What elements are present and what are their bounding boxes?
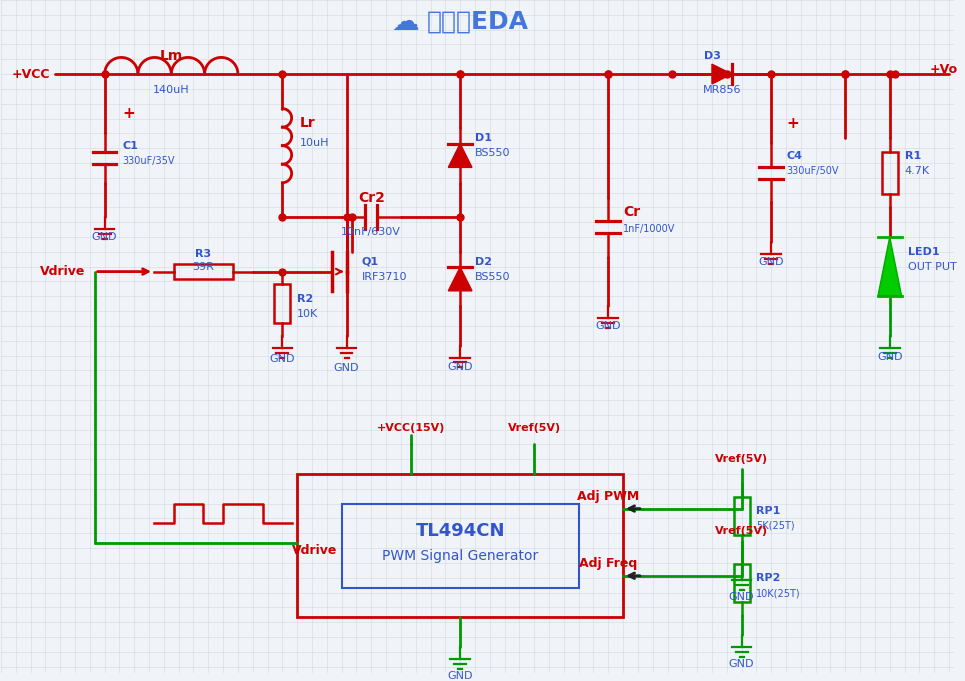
- Text: Vdrive: Vdrive: [40, 265, 85, 278]
- Text: Lr: Lr: [300, 116, 316, 131]
- Text: 140uH: 140uH: [153, 85, 189, 95]
- Text: GND: GND: [92, 232, 118, 242]
- Text: C4: C4: [786, 151, 802, 161]
- Text: GND: GND: [269, 353, 295, 364]
- Text: ☁: ☁: [392, 7, 420, 35]
- Text: D2: D2: [475, 257, 492, 267]
- Text: 1nF/1000V: 1nF/1000V: [623, 224, 675, 234]
- Text: Vdrive: Vdrive: [292, 544, 338, 557]
- Text: +VCC(15V): +VCC(15V): [376, 422, 445, 432]
- Text: R2: R2: [297, 294, 314, 304]
- Text: 4.7K: 4.7K: [904, 166, 929, 176]
- Polygon shape: [878, 237, 901, 296]
- Text: BS550: BS550: [475, 148, 510, 158]
- Text: GND: GND: [448, 362, 473, 373]
- Text: GND: GND: [729, 592, 755, 601]
- Text: Adj PWM: Adj PWM: [577, 490, 640, 503]
- Text: MR856: MR856: [703, 85, 741, 95]
- Text: 10K(25T): 10K(25T): [757, 588, 801, 598]
- Text: +Vo: +Vo: [929, 63, 957, 76]
- Text: BS550: BS550: [475, 272, 510, 281]
- Text: 10K: 10K: [297, 308, 318, 319]
- Text: D3: D3: [703, 51, 721, 61]
- Text: 39R: 39R: [192, 262, 214, 272]
- Text: GND: GND: [758, 257, 784, 267]
- Text: 嘉立创EDA: 嘉立创EDA: [427, 10, 529, 34]
- Text: GND: GND: [595, 321, 621, 331]
- Text: GND: GND: [334, 364, 359, 373]
- Text: TL494CN: TL494CN: [415, 522, 505, 540]
- Text: Vref(5V): Vref(5V): [715, 526, 768, 536]
- Text: 10uH: 10uH: [300, 138, 330, 148]
- Text: 5K(25T): 5K(25T): [757, 521, 795, 531]
- Text: LED1: LED1: [907, 247, 939, 257]
- Text: Cr: Cr: [623, 206, 640, 219]
- Text: +: +: [123, 106, 135, 121]
- Text: Cr2: Cr2: [358, 191, 385, 204]
- Text: C1: C1: [123, 141, 138, 151]
- Text: Adj Freq: Adj Freq: [579, 558, 638, 571]
- Text: 330uF/35V: 330uF/35V: [123, 156, 175, 166]
- Text: 10nF/630V: 10nF/630V: [342, 227, 401, 237]
- Text: GND: GND: [448, 671, 473, 680]
- Text: PWM Signal Generator: PWM Signal Generator: [382, 548, 538, 563]
- Text: +: +: [786, 116, 799, 131]
- Text: GND: GND: [729, 659, 755, 669]
- Text: Q1: Q1: [361, 257, 378, 267]
- Polygon shape: [449, 144, 472, 168]
- Text: RP2: RP2: [757, 573, 781, 583]
- Text: R1: R1: [904, 151, 921, 161]
- Text: +VCC: +VCC: [12, 67, 50, 80]
- Text: OUT PUT: OUT PUT: [907, 262, 956, 272]
- Text: IRF3710: IRF3710: [361, 272, 407, 281]
- Text: Vref(5V): Vref(5V): [715, 454, 768, 464]
- Text: Vref(5V): Vref(5V): [508, 422, 561, 432]
- Text: R3: R3: [195, 249, 211, 259]
- Text: Lm: Lm: [159, 49, 183, 63]
- Text: GND: GND: [877, 351, 902, 362]
- Polygon shape: [712, 64, 731, 84]
- Polygon shape: [449, 267, 472, 291]
- Text: RP1: RP1: [757, 506, 781, 516]
- Text: 330uF/50V: 330uF/50V: [786, 166, 839, 176]
- Text: D1: D1: [475, 133, 492, 143]
